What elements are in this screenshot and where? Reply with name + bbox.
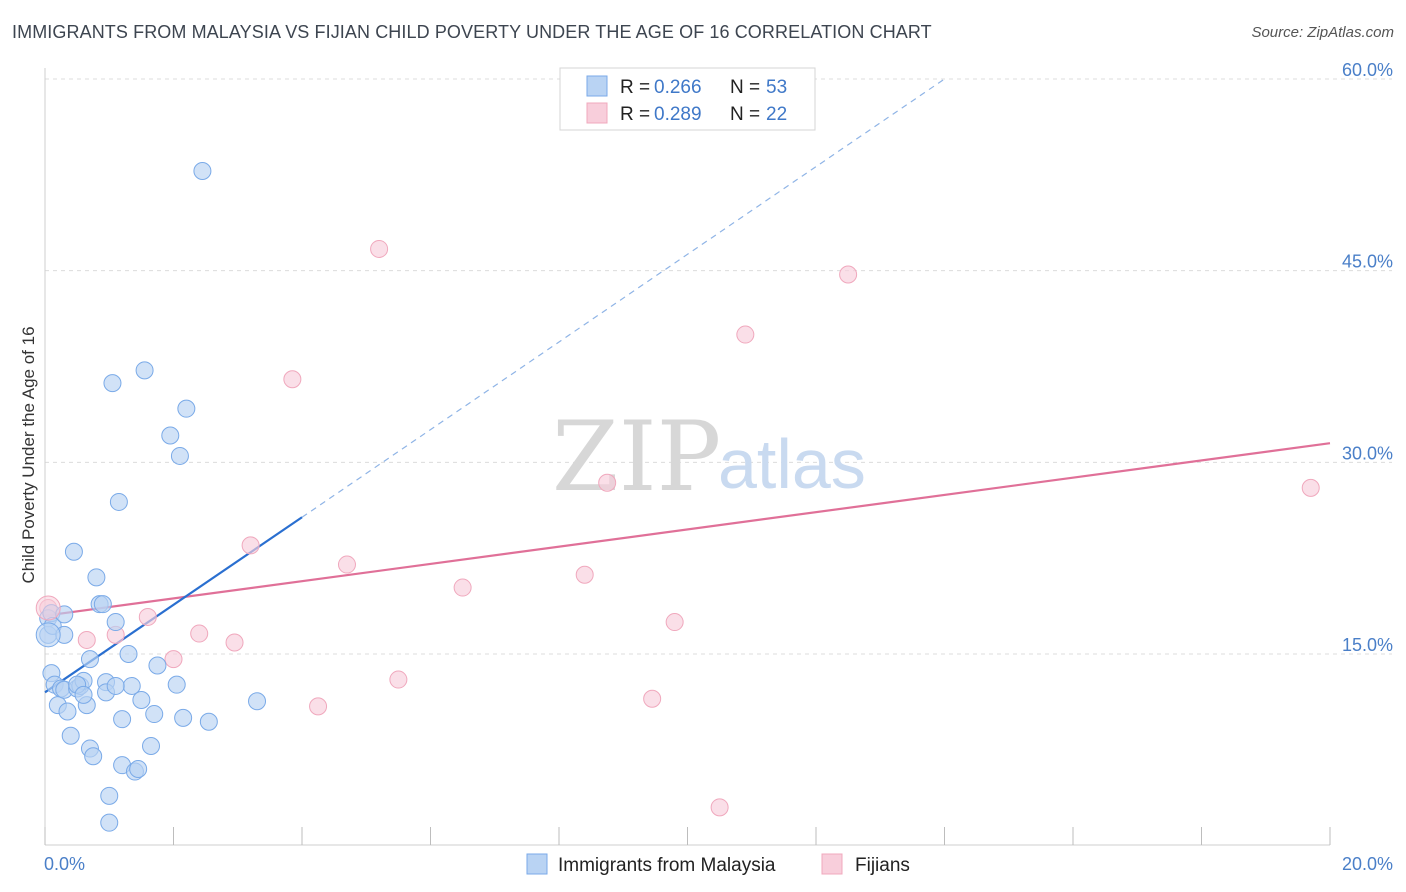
stats-legend-r-value-malaysia: 0.266: [654, 77, 702, 98]
stats-legend: R = 0.266 N = 53 R = 0.289 N = 22: [559, 67, 816, 131]
y-tick-label: 60.0%: [1342, 60, 1393, 80]
point-fijians: [283, 370, 302, 389]
source-label: Source: ZipAtlas.com: [1251, 24, 1394, 41]
point-fijians: [665, 613, 684, 632]
y-tick-label: 45.0%: [1342, 252, 1393, 272]
point-malaysia: [248, 692, 267, 711]
point-malaysia: [106, 676, 125, 695]
trendline-fijians: [44, 442, 1331, 617]
point-malaysia: [167, 675, 186, 694]
point-malaysia: [142, 737, 161, 755]
stats-legend-n-value-malaysia: 53: [766, 77, 787, 98]
point-malaysia: [87, 568, 106, 587]
point-fijians: [710, 798, 729, 817]
point-malaysia: [58, 702, 77, 721]
point-fijians: [309, 697, 328, 716]
point-fijians: [370, 239, 389, 258]
point-malaysia: [174, 708, 193, 727]
point-fijians: [643, 689, 662, 708]
point-malaysia: [80, 650, 99, 669]
point-malaysia: [129, 760, 148, 778]
series-legend-label-malaysia: Immigrants from Malaysia: [558, 855, 776, 876]
point-malaysia: [103, 374, 122, 393]
point-malaysia: [100, 813, 119, 832]
point-malaysia: [135, 361, 154, 380]
watermark-zip: ZIP: [552, 401, 721, 513]
stats-legend-r-value-fijians: 0.289: [654, 104, 702, 125]
y-tick-label: 30.0%: [1342, 443, 1393, 463]
y-tick-label: 15.0%: [1342, 635, 1393, 655]
chart-title: IMMIGRANTS FROM MALAYSIA VS FIJIAN CHILD…: [12, 22, 932, 42]
point-malaysia: [148, 656, 167, 675]
point-fijians: [839, 265, 858, 284]
point-malaysia: [64, 542, 83, 561]
trendline-malaysia-extended: [301, 78, 945, 518]
point-malaysia: [100, 786, 119, 805]
point-malaysia: [170, 446, 189, 465]
point-fijians: [1301, 478, 1320, 497]
point-fijians-large: [35, 595, 61, 621]
point-fijians: [190, 624, 209, 643]
axes: [44, 68, 1331, 846]
stats-legend-n-label-malaysia: N =: [730, 77, 760, 98]
point-fijians: [241, 536, 260, 555]
point-malaysia: [109, 492, 128, 511]
point-malaysia: [145, 705, 164, 724]
stats-legend-n-label-fijians: N =: [730, 104, 760, 125]
stats-legend-r-label-fijians: R =: [620, 104, 650, 125]
x-tick-label: 20.0%: [1342, 854, 1393, 874]
point-malaysia: [113, 710, 132, 729]
point-fijians: [598, 473, 617, 492]
stats-legend-swatch-malaysia: [586, 75, 608, 97]
series-legend-label-fijians: Fijians: [855, 855, 910, 876]
point-malaysia: [177, 399, 196, 418]
point-malaysia-large: [35, 622, 61, 648]
point-malaysia: [132, 691, 151, 709]
point-malaysia: [119, 645, 138, 663]
point-fijians: [453, 578, 472, 597]
point-fijians: [736, 325, 755, 344]
point-malaysia: [193, 162, 212, 180]
x-tick-label: 0.0%: [44, 854, 85, 874]
stats-legend-n-value-fijians: 22: [766, 104, 787, 125]
point-fijians: [575, 565, 594, 584]
point-malaysia: [106, 613, 125, 632]
point-malaysia: [93, 595, 112, 614]
trendlines: [44, 78, 1331, 694]
point-fijians: [337, 555, 356, 574]
gridlines: [45, 78, 1392, 655]
point-malaysia: [61, 726, 80, 745]
scatter-points: [35, 162, 1320, 832]
point-fijians: [225, 633, 244, 652]
watermark-atlas: atlas: [718, 425, 866, 503]
point-fijians: [389, 670, 408, 689]
y-axis-label: Child Poverty Under the Age of 16: [19, 326, 38, 583]
point-fijians: [138, 607, 157, 626]
series-legend: Immigrants from Malaysia Fijians: [526, 853, 910, 876]
point-fijians: [164, 650, 183, 669]
point-malaysia: [161, 426, 180, 445]
point-malaysia: [74, 685, 93, 704]
series-legend-swatch-fijians: [821, 853, 843, 875]
point-fijians: [77, 630, 96, 649]
point-malaysia: [199, 712, 218, 731]
stats-legend-r-label-malaysia: R =: [620, 77, 650, 98]
stats-legend-swatch-fijians: [586, 102, 608, 124]
tick-labels: 15.0% 30.0% 45.0% 60.0% 0.0% 20.0%: [44, 60, 1393, 874]
point-malaysia: [84, 747, 103, 766]
series-legend-swatch-malaysia: [526, 853, 548, 875]
